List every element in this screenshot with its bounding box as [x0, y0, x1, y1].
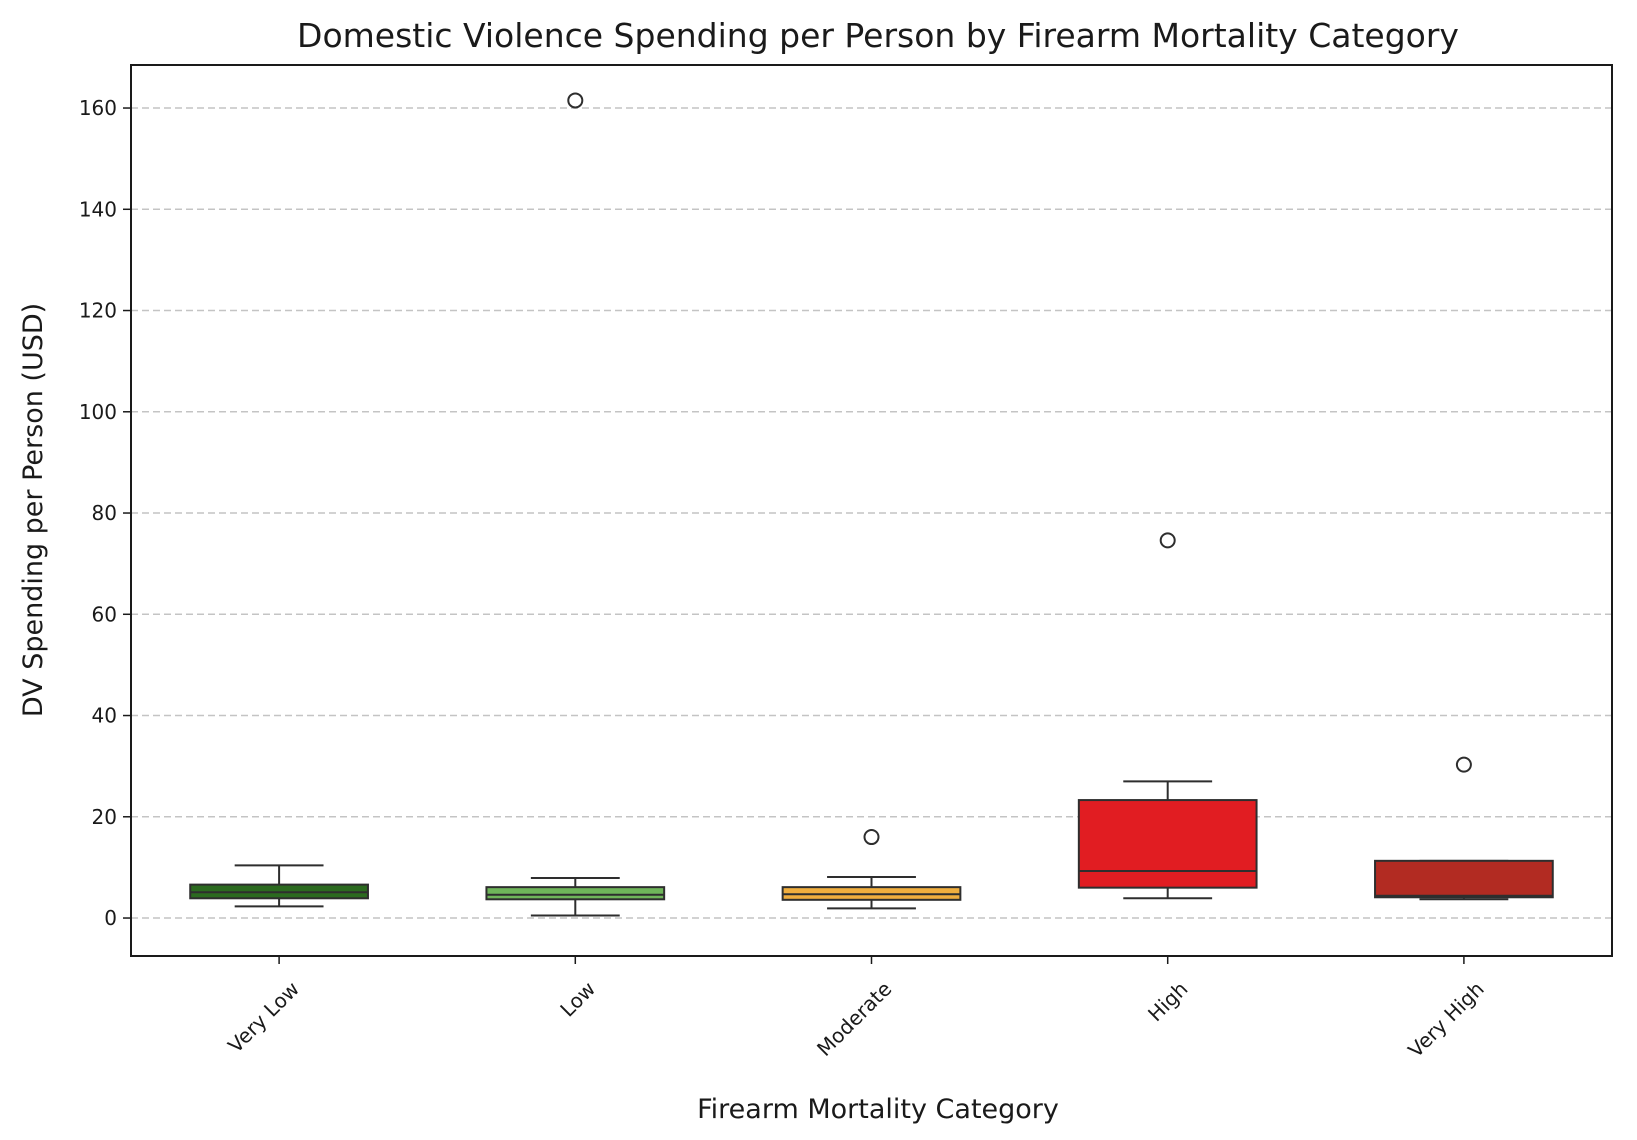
box-iqr [1077, 799, 1258, 889]
x-axis-label: Firearm Mortality Category [697, 1094, 1059, 1125]
outlier-point [567, 92, 584, 109]
y-tick-label: 80 [92, 501, 117, 525]
box-moderate [781, 829, 962, 910]
box-very-high [1374, 756, 1554, 901]
outlier-point [863, 829, 880, 846]
outlier-point [1159, 532, 1176, 549]
x-tick-label: Very Low [223, 977, 304, 1058]
y-axis-label: DV Spending per Person (USD) [18, 303, 49, 717]
y-tick-label: 60 [92, 602, 117, 626]
box-series [189, 92, 1554, 917]
box-iqr [485, 886, 666, 901]
gridlines [131, 107, 1612, 919]
y-tick-label: 120 [79, 299, 117, 323]
box-high [1077, 532, 1258, 900]
y-tick-label: 100 [79, 400, 117, 424]
y-tick-label: 160 [79, 96, 117, 120]
plot-frame [130, 64, 1613, 957]
y-axis-ticks: 0 20 40 60 80 100 120 140 160 [79, 96, 131, 930]
y-tick-label: 40 [92, 704, 117, 728]
outlier-point [1455, 756, 1472, 773]
x-tick-label: Low [555, 977, 600, 1022]
y-tick-label: 0 [104, 906, 117, 930]
y-tick-label: 140 [79, 197, 117, 221]
box-iqr [1374, 859, 1554, 899]
x-axis-ticks: Very Low Low Moderate High Very High [223, 956, 1489, 1062]
x-tick-label: Very High [1403, 977, 1488, 1062]
chart-title: Domestic Violence Spending per Person by… [297, 16, 1459, 55]
x-tick-label: Moderate [812, 977, 896, 1061]
box-very-low [189, 864, 369, 908]
box-low [485, 92, 666, 917]
y-tick-label: 20 [92, 805, 117, 829]
x-tick-label: High [1143, 977, 1192, 1026]
